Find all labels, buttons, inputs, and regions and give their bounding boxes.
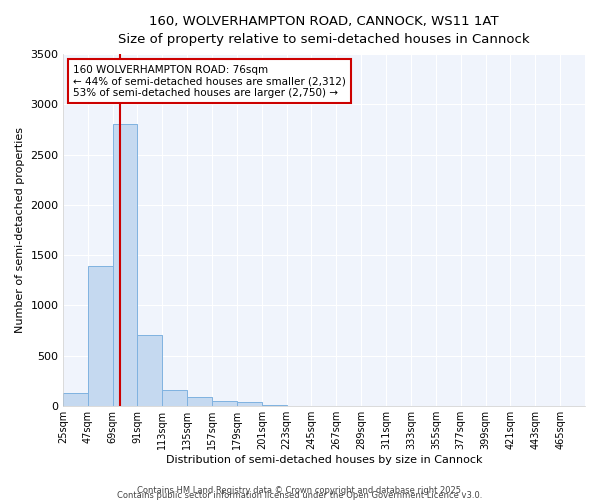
Y-axis label: Number of semi-detached properties: Number of semi-detached properties (15, 127, 25, 333)
X-axis label: Distribution of semi-detached houses by size in Cannock: Distribution of semi-detached houses by … (166, 455, 482, 465)
Bar (187, 398, 212, 406)
Title: 160, WOLVERHAMPTON ROAD, CANNOCK, WS11 1AT
Size of property relative to semi-det: 160, WOLVERHAMPTON ROAD, CANNOCK, WS11 1… (118, 15, 530, 46)
Bar (88, 266, 113, 406)
Bar (237, 402, 262, 406)
Bar (163, 390, 187, 406)
Bar (113, 124, 137, 406)
Text: Contains HM Land Registry data © Crown copyright and database right 2025.: Contains HM Land Registry data © Crown c… (137, 486, 463, 495)
Text: Contains public sector information licensed under the Open Government Licence v3: Contains public sector information licen… (118, 491, 482, 500)
Bar (212, 401, 237, 406)
Text: 160 WOLVERHAMPTON ROAD: 76sqm
← 44% of semi-detached houses are smaller (2,312)
: 160 WOLVERHAMPTON ROAD: 76sqm ← 44% of s… (73, 64, 346, 98)
Bar (137, 334, 163, 406)
Bar (63, 393, 88, 406)
